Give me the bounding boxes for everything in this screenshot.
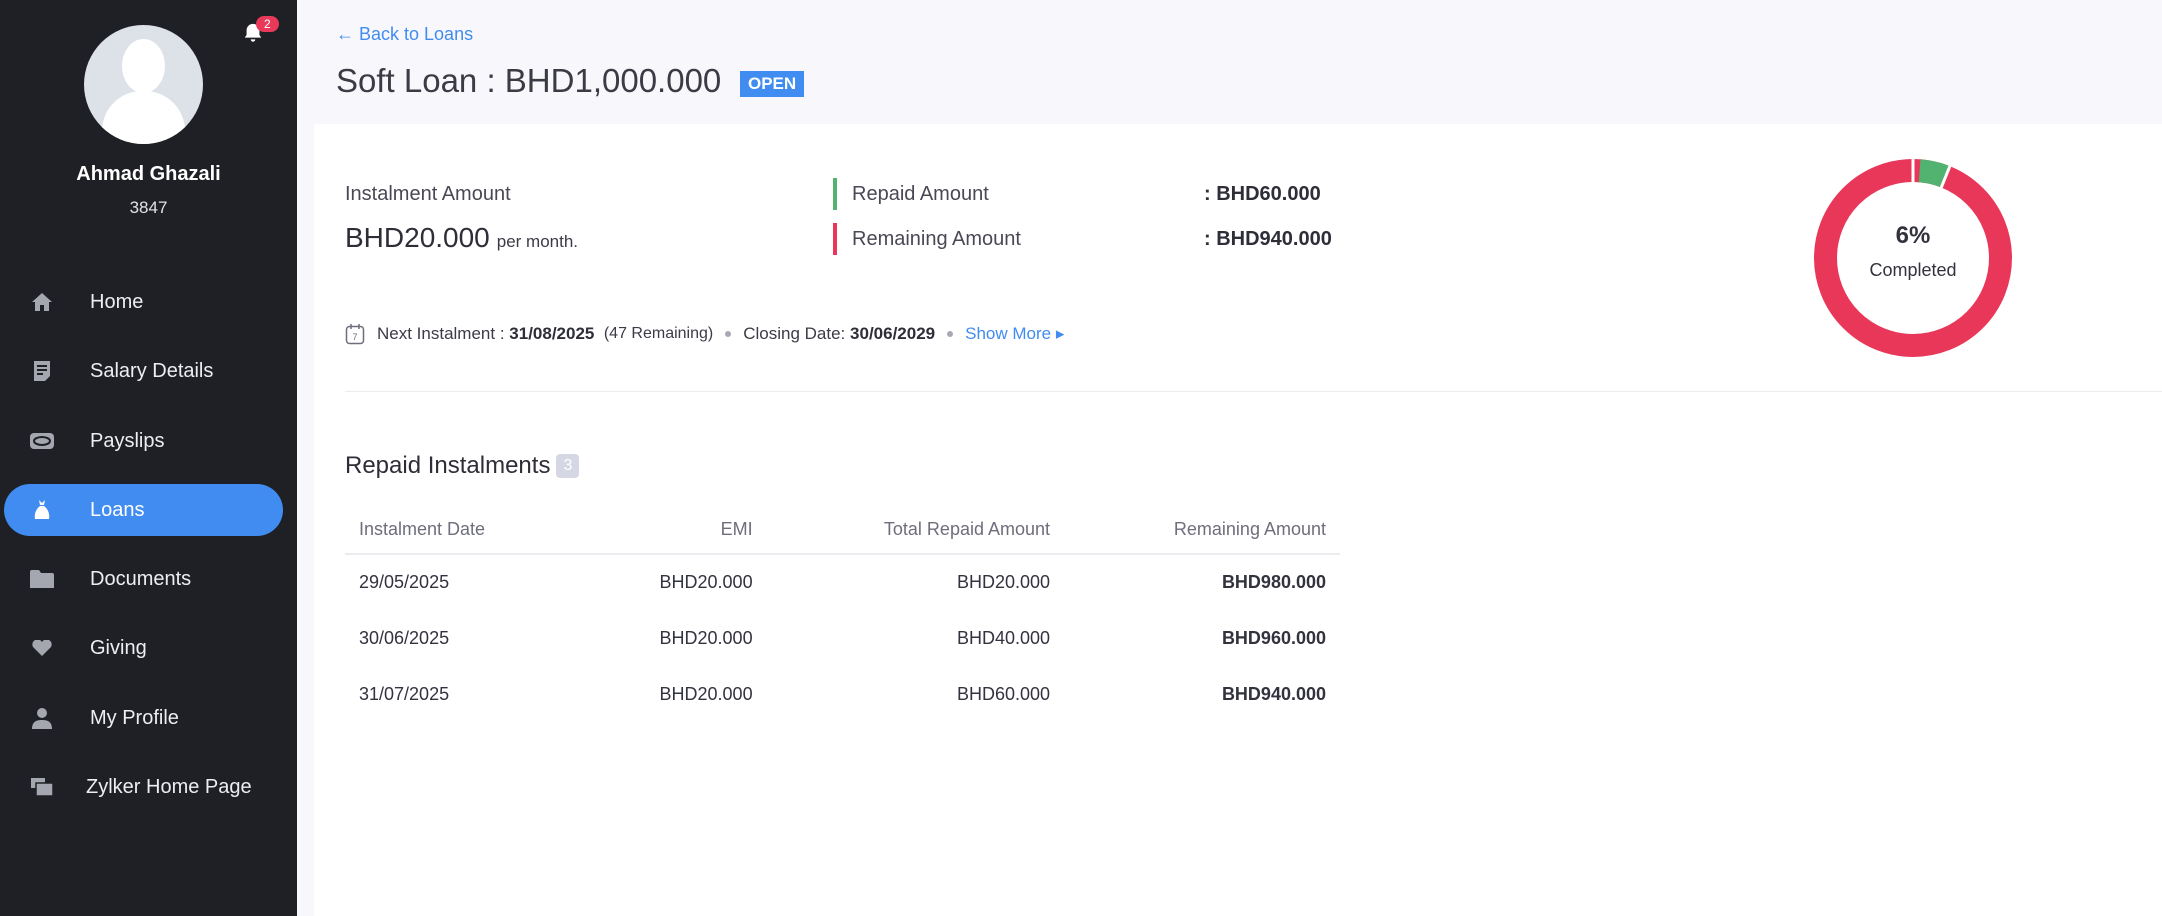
cell-date: 31/07/2025 <box>359 683 450 704</box>
home-icon <box>30 291 54 313</box>
remaining-amount-label: Remaining Amount <box>852 228 1021 250</box>
remaining-amount-value: : BHD940.000 <box>1204 228 1332 250</box>
sidebar-item-salary-details[interactable]: Salary Details <box>4 345 283 397</box>
repaid-amount-value: : BHD60.000 <box>1204 183 1321 205</box>
sidebar-item-zylker-home-page[interactable]: Zylker Home Page <box>4 761 283 813</box>
sidebar-item-label: Salary Details <box>90 359 214 382</box>
cell-total-repaid: BHD60.000 <box>956 683 1051 704</box>
donut-remaining-segment <box>1814 159 2012 357</box>
cell-emi: BHD20.000 <box>659 627 753 648</box>
sidebar-item-loans[interactable]: Loans <box>4 484 283 536</box>
cell-date: 29/05/2025 <box>359 572 450 592</box>
svg-text:7: 7 <box>352 332 357 342</box>
completion-label: Completed <box>1869 260 1957 280</box>
count-badge: 3 <box>556 454 580 478</box>
repaid-amount-label: Repaid Amount <box>852 183 989 205</box>
donut-gap <box>1939 164 1952 190</box>
sidebar-item-label: Documents <box>90 567 192 590</box>
sidebar-item-label: Giving <box>90 636 147 659</box>
cell-remaining: BHD960.000 <box>1221 627 1326 648</box>
document-icon <box>30 360 54 382</box>
cell-total-repaid: BHD40.000 <box>956 627 1051 648</box>
sidebar-item-home[interactable]: Home <box>4 276 283 328</box>
repaid-indicator <box>833 178 837 210</box>
repaid-instalments-heading: Repaid Instalments 3 <box>345 452 580 480</box>
cell-remaining: BHD980.000 <box>1221 572 1326 592</box>
user-icon <box>30 707 54 729</box>
repaid-instalments-table: Instalment Date EMI Total Repaid Amount … <box>345 505 1340 722</box>
sidebar: 2 Ahmad Ghazali 3847 Home Salary Details… <box>0 0 297 916</box>
section-title: Repaid Instalments <box>345 452 551 479</box>
next-instalment-label: Next Instalment : <box>377 324 505 343</box>
table-row: 29/05/2025 BHD20.000 BHD20.000 BHD980.00… <box>345 554 1340 610</box>
divider <box>345 391 2162 392</box>
status-badge: OPEN <box>740 71 805 97</box>
sidebar-item-payslips[interactable]: Payslips <box>4 415 283 467</box>
user-name: Ahmad Ghazali <box>76 163 221 185</box>
notification-badge: 2 <box>256 16 279 32</box>
column-header: Instalment Date <box>345 505 582 555</box>
calendar-icon: 7 <box>345 324 365 345</box>
closing-date: 30/06/2029 <box>850 324 936 343</box>
cell-remaining: BHD940.000 <box>1221 683 1326 704</box>
column-header: EMI <box>581 505 767 555</box>
sidebar-item-label: Loans <box>90 498 145 521</box>
sidebar-item-label: Payslips <box>90 429 165 452</box>
sidebar-item-label: My Profile <box>90 706 179 729</box>
windows-icon <box>30 776 54 798</box>
sidebar-item-label: Zylker Home Page <box>86 775 252 798</box>
folder-icon <box>30 568 54 590</box>
money-bag-icon <box>30 499 54 521</box>
page-title: Soft Loan : BHD1,000.000 <box>336 62 722 99</box>
sidebar-item-giving[interactable]: Giving <box>4 622 283 674</box>
separator-dot <box>947 331 954 337</box>
sidebar-item-documents[interactable]: Documents <box>4 553 283 605</box>
payslip-icon <box>30 430 54 452</box>
user-id: 3847 <box>129 198 168 217</box>
closing-date-label: Closing Date: <box>743 324 846 343</box>
completion-donut-chart <box>1814 157 2012 357</box>
separator-dot <box>725 331 732 337</box>
cell-total-repaid: BHD20.000 <box>956 572 1051 592</box>
table-row: 31/07/2025 BHD20.000 BHD60.000 BHD940.00… <box>345 666 1340 722</box>
next-instalment-date: 31/08/2025 <box>509 324 595 343</box>
loan-schedule-info: 7 Next Instalment : 31/08/2025 (47 Remai… <box>345 323 1064 345</box>
heart-icon <box>30 637 54 659</box>
table-header-row: Instalment Date EMI Total Repaid Amount … <box>345 505 1340 555</box>
instalment-amount-value: BHD20.000 <box>345 222 490 253</box>
column-header: Total Repaid Amount <box>766 505 1065 555</box>
cell-emi: BHD20.000 <box>659 572 753 592</box>
sidebar-item-my-profile[interactable]: My Profile <box>4 692 283 744</box>
cell-date: 30/06/2025 <box>359 627 450 648</box>
table-row: 30/06/2025 BHD20.000 BHD40.000 BHD960.00… <box>345 610 1340 666</box>
back-to-loans-link[interactable]: ← Back to Loans <box>336 24 474 44</box>
remaining-count: (47 Remaining) <box>603 325 714 342</box>
remaining-indicator <box>833 223 837 255</box>
completion-percent: 6% <box>1895 222 1931 249</box>
avatar[interactable] <box>84 25 203 144</box>
donut-completed-segment <box>1918 159 1950 188</box>
instalment-amount: BHD20.000 per month. <box>345 222 578 254</box>
sidebar-item-label: Home <box>90 290 144 313</box>
show-more-link[interactable]: Show More ▸ <box>965 324 1065 343</box>
instalment-amount-label: Instalment Amount <box>345 183 511 205</box>
column-header: Remaining Amount <box>1064 505 1340 555</box>
cell-emi: BHD20.000 <box>659 683 753 704</box>
per-month-text: per month. <box>496 232 579 251</box>
